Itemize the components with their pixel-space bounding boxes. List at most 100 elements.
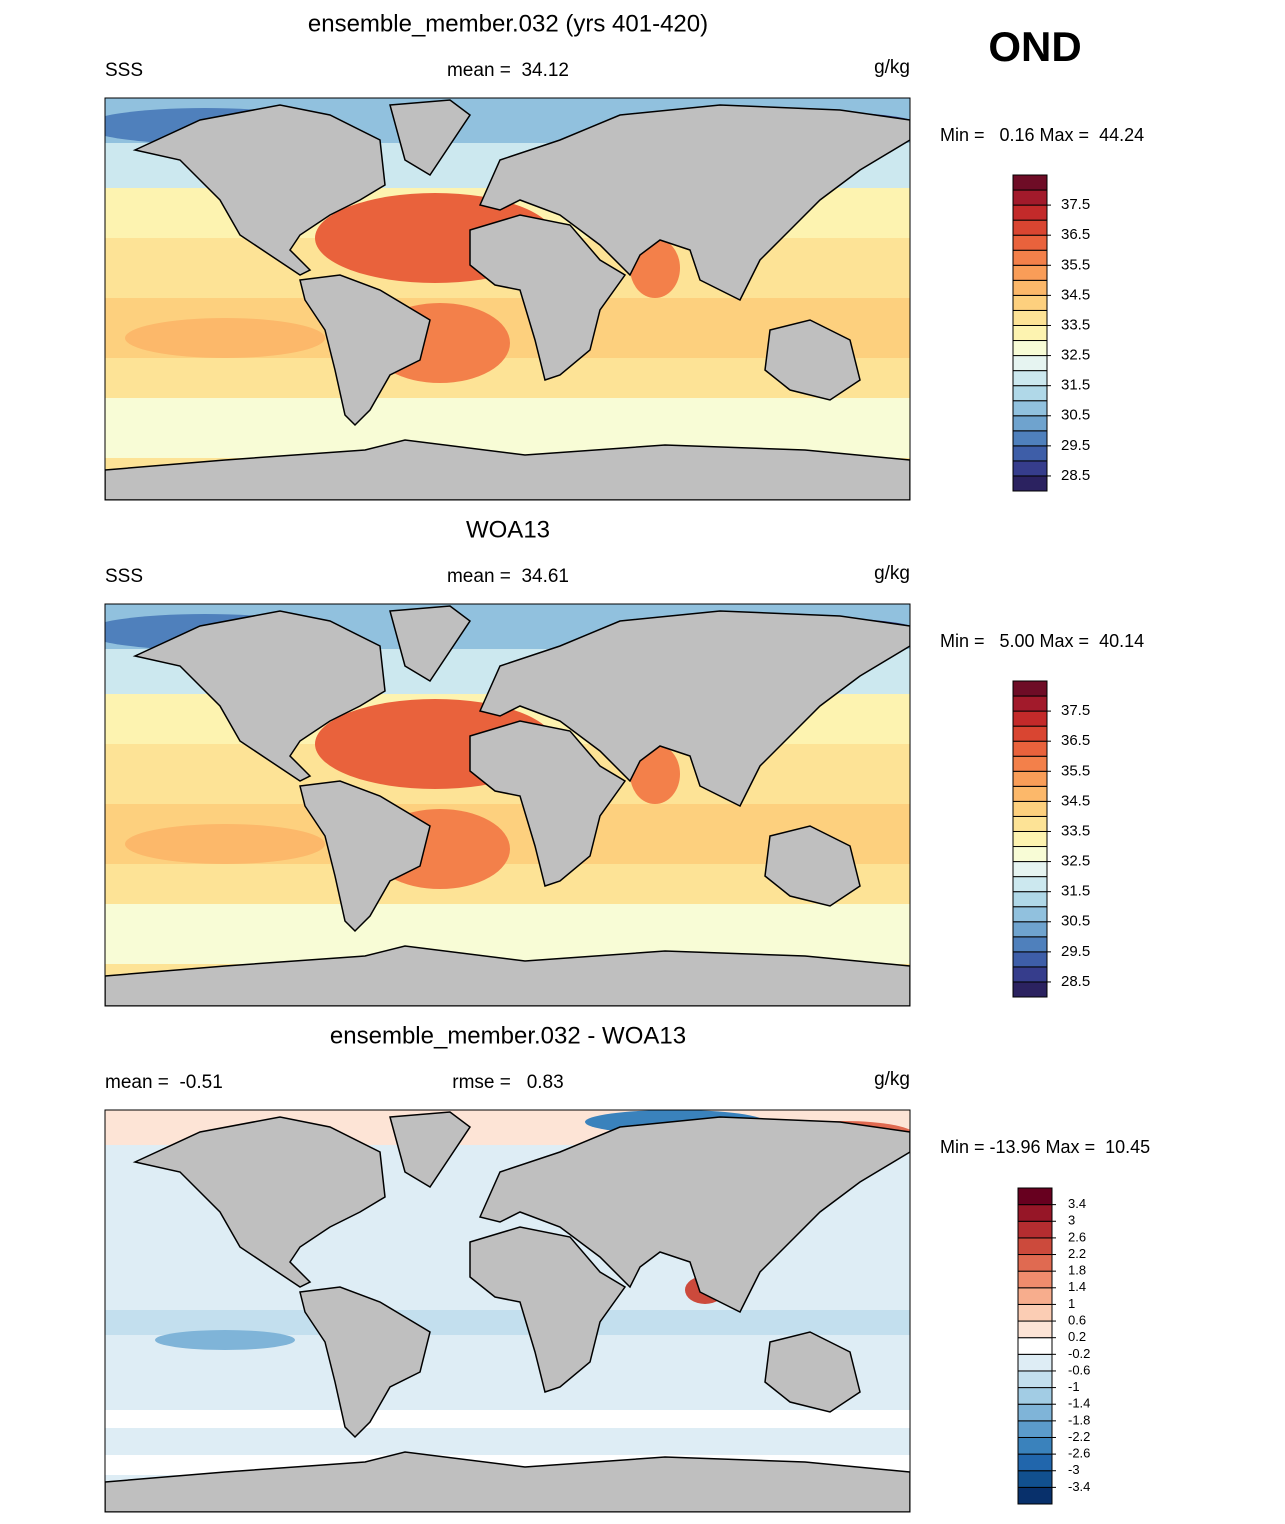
colorbar-box (1012, 234, 1048, 251)
land (105, 439, 910, 500)
colorbar-box (1012, 906, 1048, 923)
colorbar-label: 31.5 (1061, 883, 1090, 900)
colorbar-box (1017, 1204, 1053, 1222)
colorbar-box (1017, 1403, 1053, 1422)
colorbar-box (1012, 324, 1048, 342)
colorbar-label: 32.5 (1061, 853, 1090, 870)
colorbar-box (1012, 309, 1048, 326)
colorbar-label: 28.5 (1061, 467, 1090, 484)
min-max: Min = -13.96 Max = 10.45 (940, 1137, 1150, 1157)
colorbar-box (1012, 294, 1048, 311)
colorbar-box (1012, 174, 1048, 191)
colorbar-box (1017, 1353, 1053, 1372)
colorbar-box (1017, 1287, 1053, 1305)
colorbar-box (1012, 430, 1048, 447)
panel-title: ensemble_member.032 (yrs 401-420) (308, 10, 708, 37)
colorbar-label: 34.5 (1061, 286, 1090, 303)
min-max: Min = 5.00 Max = 40.14 (940, 631, 1144, 651)
colorbar-label: -0.6 (1068, 1362, 1090, 1377)
season-label: OND (988, 23, 1081, 70)
colorbar-label: -1 (1068, 1379, 1080, 1394)
colorbar-box (1012, 340, 1048, 357)
colorbar-box (1012, 830, 1048, 848)
land (299, 274, 431, 427)
colorbar-label: 29.5 (1061, 943, 1090, 960)
colorbar-label: 3 (1068, 1213, 1075, 1228)
map (104, 1109, 911, 1513)
colorbar-box (1012, 415, 1048, 432)
colorbar-box (1012, 755, 1048, 772)
colorbar-label: 33.5 (1061, 822, 1090, 839)
left-label: mean = -0.51 (105, 1072, 223, 1093)
left-label: SSS (105, 566, 143, 587)
colorbar-box (1012, 785, 1048, 802)
map-frame (104, 97, 911, 501)
colorbar-label: -3 (1068, 1462, 1080, 1477)
land (478, 104, 910, 302)
colorbar-label: 33.5 (1061, 316, 1090, 333)
colorbar-box (1012, 891, 1048, 908)
colorbar-label: 32.5 (1061, 347, 1090, 364)
colorbar-box (1017, 1220, 1053, 1239)
map-field (105, 604, 910, 1006)
colorbar-label: 36.5 (1061, 732, 1090, 749)
colorbar-label: 37.5 (1061, 196, 1090, 213)
colorbar-label: -1.4 (1068, 1396, 1090, 1411)
colorbar-box (1012, 400, 1048, 417)
colorbar-box (1012, 936, 1048, 953)
colorbar-label: 1.4 (1068, 1279, 1086, 1294)
land (299, 780, 431, 933)
colorbar-box (1012, 249, 1048, 266)
colorbar-label: 30.5 (1061, 913, 1090, 930)
colorbar-box (1012, 204, 1048, 221)
colorbar-label: 1 (1068, 1296, 1075, 1311)
colorbar-label: 30.5 (1061, 407, 1090, 424)
colorbar-label: 37.5 (1061, 702, 1090, 719)
colorbar-label: 36.5 (1061, 226, 1090, 243)
colorbar-box (1012, 815, 1048, 832)
map (104, 97, 911, 501)
center-label: rmse = 0.83 (452, 1072, 563, 1093)
ocean-field (125, 318, 325, 358)
land (299, 1286, 431, 1439)
colorbar-box (1012, 385, 1048, 402)
units-label: g/kg (874, 57, 910, 78)
colorbar-label: -1.8 (1068, 1412, 1090, 1427)
colorbar-box (1012, 770, 1048, 787)
colorbar-box (1017, 1453, 1053, 1472)
land (132, 610, 386, 782)
panel-title: ensemble_member.032 - WOA13 (330, 1022, 686, 1049)
colorbar-box (1012, 740, 1048, 757)
colorbar-label: 31.5 (1061, 377, 1090, 394)
colorbar-box (1012, 981, 1048, 998)
colorbar-box (1017, 1187, 1053, 1206)
colorbar-box (1012, 951, 1048, 968)
land (478, 1116, 910, 1314)
land (389, 1111, 472, 1189)
land (132, 104, 386, 276)
left-label: SSS (105, 60, 143, 81)
colorbar-box (1012, 876, 1048, 893)
units-label: g/kg (874, 1069, 910, 1090)
colorbar-box (1012, 695, 1048, 712)
land (469, 720, 627, 887)
colorbar-box (1012, 966, 1048, 983)
colorbar-label: -2.6 (1068, 1446, 1090, 1461)
colorbar-box (1017, 1337, 1053, 1355)
colorbar-label: 2.6 (1068, 1229, 1086, 1244)
colorbar-box (1017, 1370, 1053, 1389)
colorbar-label: 35.5 (1061, 256, 1090, 273)
colorbar-box (1017, 1420, 1053, 1438)
map (104, 603, 911, 1007)
colorbar-box (1012, 725, 1048, 742)
colorbar-box (1012, 800, 1048, 817)
land (764, 1331, 861, 1413)
land (764, 825, 861, 907)
colorbar-label: -3.4 (1068, 1479, 1090, 1494)
center-label: mean = 34.61 (447, 566, 569, 587)
colorbar-box (1017, 1270, 1053, 1289)
land (389, 99, 472, 177)
colorbar-box (1012, 460, 1048, 477)
colorbar-box (1017, 1303, 1053, 1322)
